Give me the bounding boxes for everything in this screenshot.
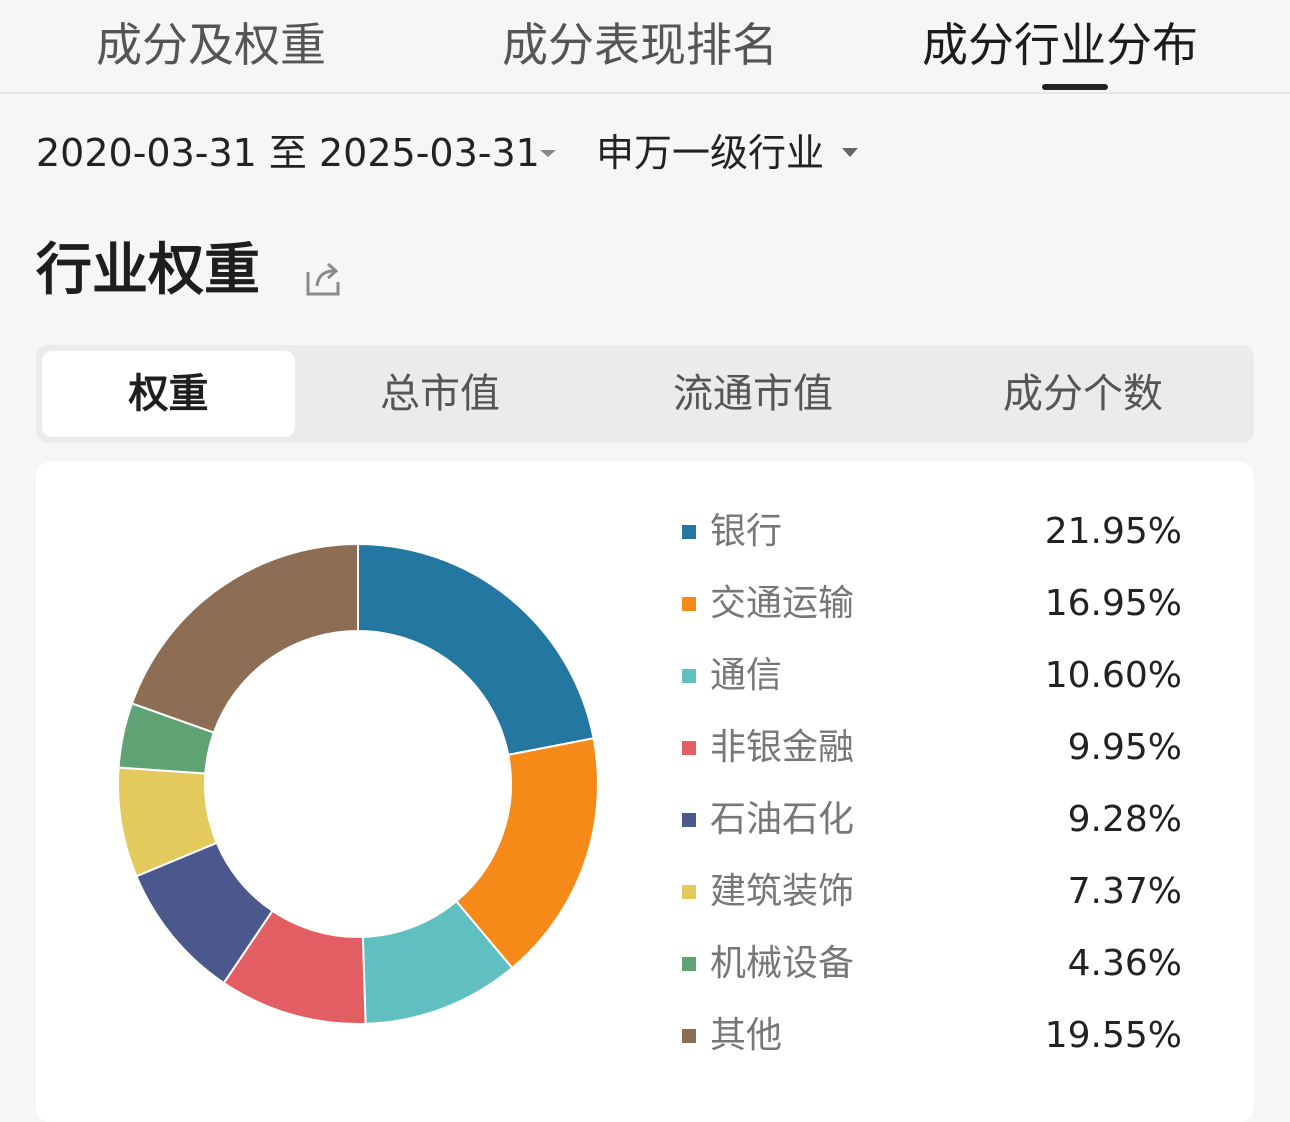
donut-slice-7[interactable] — [130, 542, 359, 734]
segment-total-market-cap[interactable]: 总市值 — [380, 371, 500, 417]
legend-value: 21.95% — [1044, 511, 1182, 552]
legend-value: 16.95% — [1044, 583, 1182, 624]
date-range-label: 2020-03-31 至 2025-03-31 — [36, 131, 540, 175]
date-range-caret-icon[interactable] — [540, 150, 556, 157]
legend-label: 非银金融 — [710, 727, 855, 768]
share-icon[interactable] — [304, 260, 342, 298]
legend-item[interactable]: 石油石化 9.28% — [676, 795, 1188, 845]
legend-swatch — [682, 741, 696, 755]
legend-label: 交通运输 — [710, 583, 855, 624]
industry-weight-donut-chart — [117, 542, 599, 1025]
legend-item[interactable]: 建筑装饰 7.37% — [676, 867, 1188, 917]
legend-value: 7.37% — [1067, 871, 1182, 912]
donut-slice-0[interactable] — [357, 542, 595, 757]
legend-value: 9.95% — [1067, 727, 1182, 768]
legend-swatch — [682, 669, 696, 683]
legend-swatch — [682, 957, 696, 971]
legend-value: 19.55% — [1044, 1015, 1182, 1056]
legend-swatch — [682, 885, 696, 899]
legend-label: 石油石化 — [710, 799, 855, 840]
legend-swatch — [682, 597, 696, 611]
industry-classification-label: 申万一级行业 — [596, 131, 825, 175]
legend-item[interactable]: 机械设备 4.36% — [676, 939, 1188, 989]
legend-label: 机械设备 — [710, 943, 855, 984]
legend-item[interactable]: 非银金融 9.95% — [676, 723, 1188, 773]
tab-constituent-performance-ranking[interactable]: 成分表现排名 — [502, 18, 778, 72]
legend-label: 银行 — [710, 511, 783, 552]
legend-value: 4.36% — [1067, 943, 1182, 984]
legend-item[interactable]: 通信 10.60% — [676, 651, 1188, 701]
segment-float-market-cap[interactable]: 流通市值 — [673, 371, 833, 417]
tab-constituents-weights[interactable]: 成分及权重 — [96, 18, 326, 72]
legend-swatch — [682, 813, 696, 827]
industry-classification-dropdown[interactable]: 申万一级行业 — [596, 128, 824, 178]
legend-swatch — [682, 1029, 696, 1043]
date-range-dropdown[interactable]: 2020-03-31 至 2025-03-31 — [36, 128, 540, 178]
segment-weight[interactable]: 权重 — [42, 351, 295, 437]
legend-item[interactable]: 其他 19.55% — [676, 1011, 1188, 1061]
industry-weight-chart-card: 银行 21.95% 交通运输 16.95% 通信 10.60% 非银金融 9.95% 石油石化 9… — [36, 462, 1254, 1122]
top-tab-bar: 成分及权重 成分表现排名 成分行业分布 — [0, 0, 1290, 94]
legend-swatch — [682, 525, 696, 539]
legend-value: 9.28% — [1067, 799, 1182, 840]
legend-label: 通信 — [710, 655, 783, 696]
segment-constituent-count[interactable]: 成分个数 — [1003, 371, 1163, 417]
legend-label: 其他 — [710, 1015, 783, 1056]
section-title: 行业权重 — [36, 238, 260, 303]
legend-item[interactable]: 银行 21.95% — [676, 507, 1188, 557]
legend-value: 10.60% — [1044, 655, 1182, 696]
legend-label: 建筑装饰 — [710, 871, 855, 912]
tab-constituent-industry-distribution[interactable]: 成分行业分布 — [922, 18, 1198, 72]
legend-item[interactable]: 交通运输 16.95% — [676, 579, 1188, 629]
metric-segmented-control: 权重 总市值 流通市值 成分个数 — [36, 345, 1254, 443]
active-tab-indicator — [1042, 84, 1108, 90]
industry-classification-caret-icon[interactable] — [842, 148, 858, 157]
